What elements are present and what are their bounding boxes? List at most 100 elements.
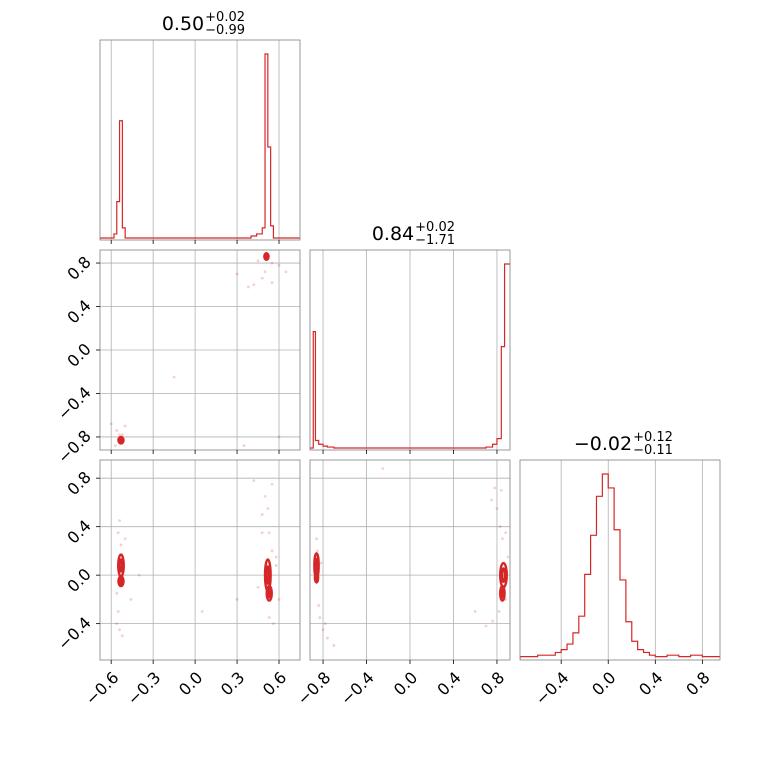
scatter-point <box>256 259 260 263</box>
density-contour-inner <box>266 588 272 599</box>
scatter-point <box>267 616 271 619</box>
scatter-point <box>500 537 504 541</box>
scatter-point <box>118 628 121 632</box>
x-tick-label: −0.8 <box>293 668 334 709</box>
title-value: 0.50 <box>162 13 204 35</box>
panel-1-1: 0.84 +0.02−1.71 <box>309 220 511 454</box>
scatter-point <box>109 422 113 426</box>
scatter-point <box>123 537 127 541</box>
scatter-point <box>252 479 256 483</box>
scatter-point <box>325 636 329 640</box>
x-tick-label: 0.0 <box>588 668 619 699</box>
scatter-point <box>473 610 477 613</box>
x-tick-label: −0.6 <box>82 668 123 709</box>
scatter-point <box>260 276 264 280</box>
scatter-point <box>235 597 239 601</box>
panel-frame <box>99 39 301 241</box>
panel-frame <box>99 459 301 661</box>
panel-1-0: −0.8−0.4 0.0 0.4 0.8 <box>54 249 301 467</box>
scatter-point <box>491 619 495 623</box>
scatter-point <box>129 597 133 601</box>
scatter-point <box>270 281 274 285</box>
scatter-point <box>506 555 510 559</box>
scatter-point <box>274 564 278 567</box>
density-contour-inner <box>314 573 319 582</box>
panel-frame <box>519 459 721 661</box>
scatter-point <box>116 610 120 613</box>
histogram-2 <box>520 473 720 660</box>
scatter-point <box>172 375 176 379</box>
y-tick-label: −0.4 <box>54 613 95 654</box>
scatter-point <box>263 494 267 498</box>
title-value: −0.02 <box>574 433 632 455</box>
density-contour-inner <box>500 567 507 584</box>
panel-content <box>109 252 288 448</box>
scatter-point <box>200 610 204 613</box>
scatter-point <box>317 604 321 607</box>
scatter-point <box>116 531 120 535</box>
scatter-point <box>319 561 323 565</box>
panel-0-0: 0.50 +0.02−0.99 <box>99 10 301 244</box>
density-contour-inner <box>118 577 124 586</box>
panel-content <box>313 467 510 647</box>
title-minus: −1.71 <box>415 233 455 248</box>
panel-content <box>310 263 510 450</box>
x-tick-label: −0.4 <box>532 668 573 709</box>
x-tick-label: 0.0 <box>175 668 206 699</box>
title-minus: −0.11 <box>633 443 673 458</box>
scatter-point <box>118 519 121 523</box>
scatter-point <box>260 531 264 535</box>
scatter-point <box>137 573 141 577</box>
density-contour-inner <box>118 437 124 444</box>
scatter-point <box>490 498 493 502</box>
panel-2-2: −0.4 0.0 0.4 0.8 −0.02 +0.12−0.11 <box>519 430 721 709</box>
density-contour-inner <box>118 558 124 573</box>
scatter-point <box>115 429 119 432</box>
panel-content <box>100 53 300 240</box>
density-contour <box>265 584 273 602</box>
panel-2-0: −0.6 −0.3 0.0 0.3 0.6 −0.4 0.0 0.4 0.8 <box>54 459 301 709</box>
histogram-0 <box>100 53 300 240</box>
x-tick-label: 0.4 <box>433 668 464 699</box>
x-tick-label: 0.0 <box>390 668 421 699</box>
scatter-point <box>115 622 119 626</box>
x-tick-label: 0.8 <box>682 668 713 699</box>
y-tick-label: 0.8 <box>63 468 94 499</box>
x-tick-label: 0.3 <box>217 668 248 699</box>
scatter-point <box>316 549 320 553</box>
scatter-point <box>277 435 281 439</box>
scatter-point <box>504 531 508 535</box>
scatter-point <box>270 549 274 553</box>
scatter-point <box>267 531 271 535</box>
scatter-point <box>495 507 499 510</box>
scatter-point <box>323 622 327 626</box>
y-tick-label: 0.0 <box>63 339 94 370</box>
x-tick-label: −0.4 <box>337 668 378 709</box>
scatter-point <box>256 585 260 589</box>
scatter-point <box>318 616 322 619</box>
scatter-point <box>118 433 121 437</box>
title-plus: +0.12 <box>633 430 673 445</box>
scatter-point <box>123 424 127 428</box>
scatter-point <box>497 610 501 613</box>
scatter-point <box>272 622 275 626</box>
density-contour-inner <box>265 565 271 586</box>
scatter-point <box>252 283 256 287</box>
panel-title: 0.50 <box>162 13 204 35</box>
x-tick-label: 0.4 <box>635 668 666 699</box>
title-minus: −0.99 <box>205 23 245 38</box>
scatter-point <box>263 270 267 274</box>
y-tick-label: 0.8 <box>63 252 94 283</box>
scatter-point <box>246 285 250 289</box>
scatter-point <box>242 444 246 448</box>
x-tick-label: −0.3 <box>124 668 165 709</box>
x-tick-label: 0.8 <box>477 668 508 699</box>
scatter-point <box>484 624 488 628</box>
y-tick-label: 0.0 <box>63 565 94 596</box>
scatter-point <box>266 507 270 510</box>
panel-content <box>115 479 281 638</box>
title-value: 0.84 <box>372 223 414 245</box>
density-contour-inner <box>264 253 269 260</box>
scatter-point <box>315 537 318 541</box>
